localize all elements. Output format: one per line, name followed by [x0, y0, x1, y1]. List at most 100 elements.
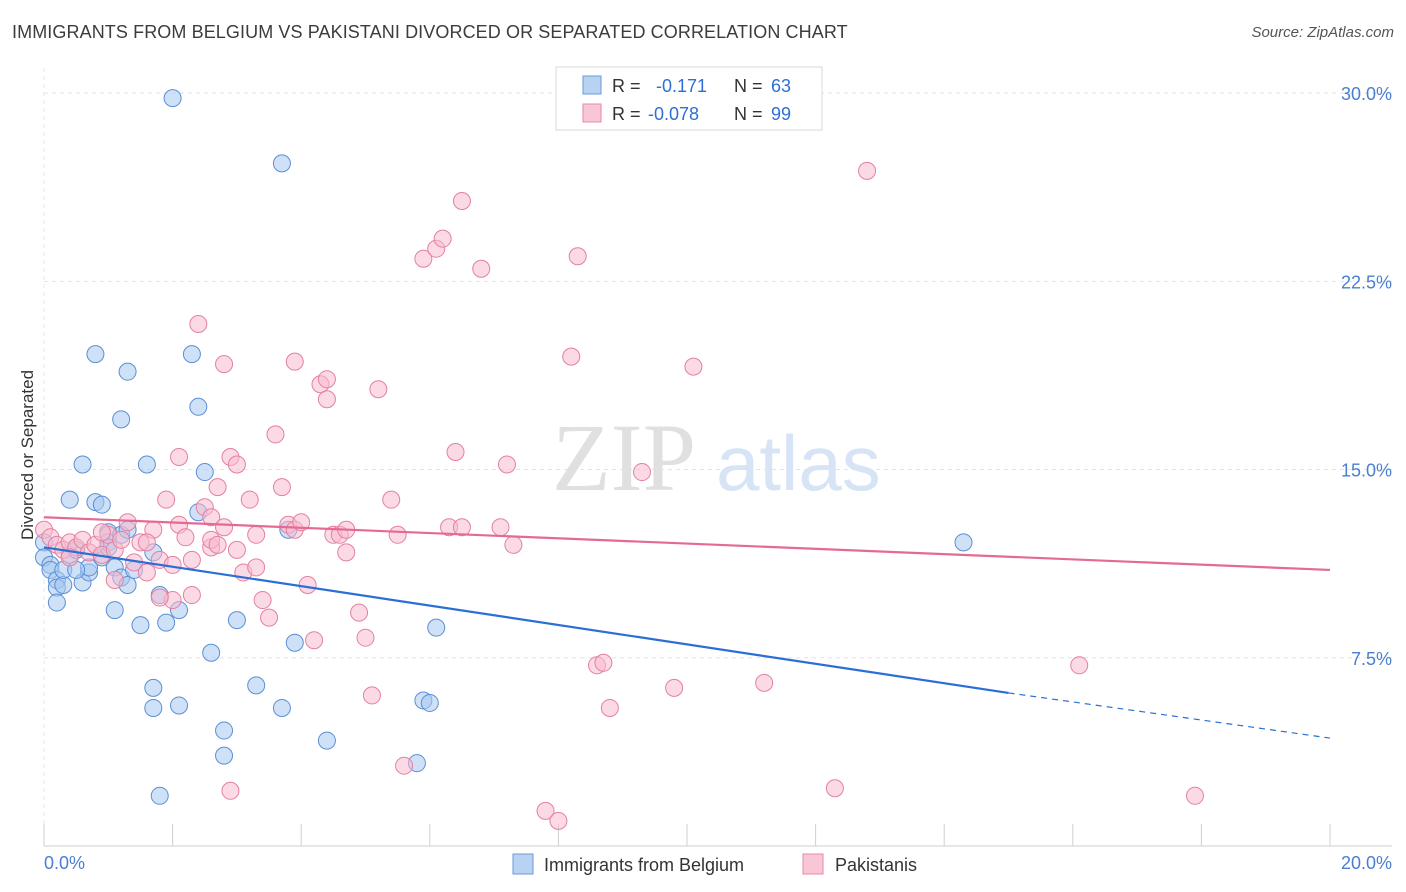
- trend-lines: [43, 516, 1331, 739]
- pakistani-point: [684, 357, 703, 376]
- pakistani-point: [1185, 786, 1204, 805]
- belgium-point: [215, 746, 234, 765]
- x-axis: [43, 824, 1392, 847]
- belgium-point: [420, 693, 439, 712]
- belgium-point: [954, 533, 973, 552]
- belgium-point: [227, 611, 246, 630]
- x-tick-label-min: 0.0%: [44, 853, 85, 873]
- belgium-point: [272, 154, 291, 173]
- watermark: ZIP atlas: [552, 404, 881, 511]
- belgium-point: [60, 490, 79, 509]
- belgium-point: [144, 678, 163, 697]
- belgium-point: [112, 410, 131, 429]
- pakistani-point: [137, 563, 156, 582]
- stats-n-label-belgium: N =: [734, 76, 763, 96]
- pakistani-point: [285, 352, 304, 371]
- pakistani-point: [260, 608, 279, 627]
- pakistani-point: [1070, 656, 1089, 675]
- belgium-point: [157, 613, 176, 632]
- pakistani-point: [452, 192, 471, 211]
- pakistani-point: [452, 518, 471, 537]
- x-tick-label-max: 20.0%: [1341, 853, 1392, 873]
- pakistani-point: [221, 781, 240, 800]
- pakistani-point: [157, 490, 176, 509]
- pakistani-point: [317, 370, 336, 389]
- pakistani-point: [105, 570, 124, 589]
- belgium-point: [73, 455, 92, 474]
- trendline-pakistani: [43, 516, 1331, 572]
- pakistani-point: [497, 455, 516, 474]
- pakistani-point: [247, 558, 266, 577]
- pakistani-point: [395, 756, 414, 775]
- pakistani-point: [247, 525, 266, 544]
- stats-n-value-pakistani: 99: [771, 104, 791, 124]
- pakistani-point: [536, 801, 555, 820]
- pakistani-point: [362, 686, 381, 705]
- pakistani-point: [137, 533, 156, 552]
- pakistani-point: [202, 508, 221, 527]
- pakistani-point: [414, 249, 433, 268]
- stats-legend: R = -0.171 N = 63 R = -0.078 N = 99: [555, 66, 823, 131]
- y-tick-label: 15.0%: [1341, 461, 1392, 481]
- pakistani-point: [182, 550, 201, 569]
- belgium-point: [215, 721, 234, 740]
- belgium-point: [131, 616, 150, 635]
- pakistani-point: [272, 478, 291, 497]
- stats-legend-swatch-pakistani: [582, 103, 602, 123]
- pakistani-point: [632, 463, 651, 482]
- pakistani-point: [253, 591, 272, 610]
- pakistani-point: [433, 229, 452, 248]
- pakistani-point: [755, 673, 774, 692]
- pakistani-point: [568, 247, 587, 266]
- pakistani-point: [118, 513, 137, 532]
- belgium-point: [163, 89, 182, 108]
- pakistani-point: [504, 535, 523, 554]
- belgium-point: [47, 593, 66, 612]
- belgium-point: [285, 633, 304, 652]
- legend-label-pakistani: Pakistanis: [835, 855, 917, 875]
- belgium-point: [144, 698, 163, 717]
- trendline-belgium: [43, 546, 1009, 694]
- watermark-atlas: atlas: [716, 419, 881, 507]
- belgium-point: [182, 345, 201, 364]
- chart-source: Source: ZipAtlas.com: [1251, 24, 1394, 41]
- y-tick-label: 22.5%: [1341, 272, 1392, 292]
- belgium-point: [247, 676, 266, 695]
- belgium-point: [105, 601, 124, 620]
- legend-swatch-belgium: [512, 853, 534, 875]
- pakistani-point: [92, 523, 111, 542]
- y-tick-labels: 7.5% 15.0% 22.5% 30.0%: [1341, 84, 1392, 669]
- pakistani-point: [176, 528, 195, 547]
- pakistani-point: [170, 448, 189, 466]
- watermark-zip: ZIP: [552, 404, 696, 511]
- belgium-point: [202, 643, 221, 662]
- pakistani-point: [266, 425, 285, 444]
- stats-n-label-pakistani: N =: [734, 104, 763, 124]
- series-legend: Immigrants from Belgium Pakistanis: [512, 853, 917, 875]
- pakistani-point: [215, 355, 234, 374]
- pakistani-point: [298, 575, 317, 594]
- pakistani-point: [150, 588, 169, 607]
- belgium-point: [317, 731, 336, 750]
- pakistani-point: [549, 811, 568, 830]
- pakistani-point: [356, 628, 375, 647]
- gridlines: [43, 68, 1392, 846]
- pakistani-point: [112, 530, 131, 549]
- pakistani-point: [227, 540, 246, 559]
- pakistani-point: [305, 631, 324, 650]
- pakistani-point: [665, 678, 684, 697]
- pakistani-point: [858, 161, 877, 180]
- legend-label-belgium: Immigrants from Belgium: [544, 855, 744, 875]
- belgium-point: [427, 618, 446, 637]
- pakistani-point: [472, 259, 491, 278]
- belgium-point: [170, 696, 189, 715]
- belgium-point: [137, 455, 156, 474]
- belgium-point: [92, 495, 111, 514]
- pakistani-point: [350, 603, 369, 622]
- y-axis-label: Divorced or Separated: [18, 370, 37, 540]
- y-tick-label: 30.0%: [1341, 84, 1392, 104]
- stats-r-value-pakistani: -0.078: [648, 104, 699, 124]
- pakistani-point: [189, 314, 208, 333]
- belgium-point: [195, 463, 214, 482]
- pakistani-point: [600, 698, 619, 717]
